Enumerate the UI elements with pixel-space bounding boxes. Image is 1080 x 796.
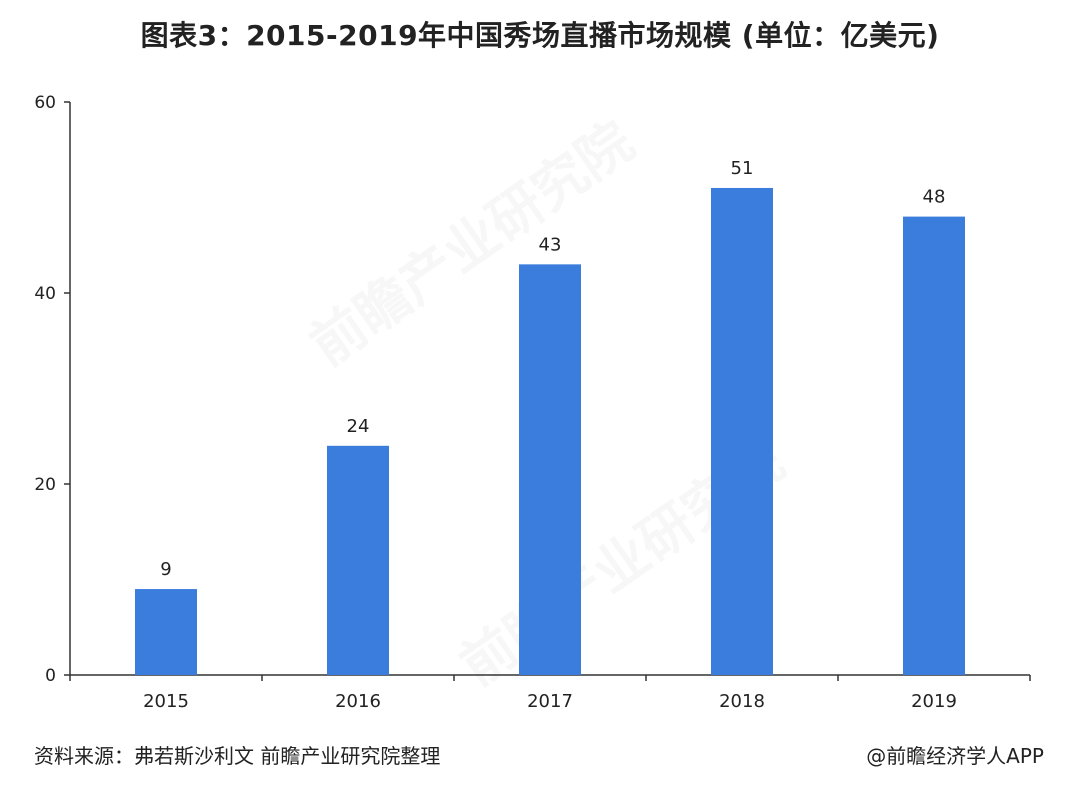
y-tick-label: 40 [34,284,56,304]
y-tick-label: 20 [34,475,56,495]
credit-note: @前瞻经济学人APP [866,744,1044,768]
bar-2016 [327,445,389,675]
x-tick-label-2017: 2017 [527,691,573,712]
x-tick-label-2019: 2019 [911,691,957,712]
x-tick-label-2018: 2018 [719,691,765,712]
bar-chart: 0 20 40 60 2015 2016 2017 2018 2019 9 24 43 51 48 [34,93,1031,712]
bars [135,187,965,675]
source-note: 资料来源：弗若斯沙利文 前瞻产业研究院整理 [34,744,441,768]
bar-2018 [711,187,773,675]
x-tick-label-2016: 2016 [335,691,381,712]
bar-2015 [135,589,197,675]
data-labels: 9 24 43 51 48 [160,158,945,580]
data-label-2015: 9 [160,559,171,580]
bar-2017 [519,264,581,675]
x-ticks: 2015 2016 2017 2018 2019 [69,675,1031,712]
y-ticks: 0 20 40 60 [34,93,70,686]
data-label-2016: 24 [347,416,370,437]
y-tick-label: 0 [45,666,56,686]
x-tick-label-2015: 2015 [143,691,189,712]
data-label-2018: 51 [731,158,754,179]
data-label-2019: 48 [923,187,946,208]
data-label-2017: 43 [539,234,562,255]
y-tick-label: 60 [34,93,56,113]
bar-2019 [903,216,965,675]
chart-title: 图表3：2015-2019年中国秀场直播市场规模 (单位：亿美元) [140,19,940,52]
